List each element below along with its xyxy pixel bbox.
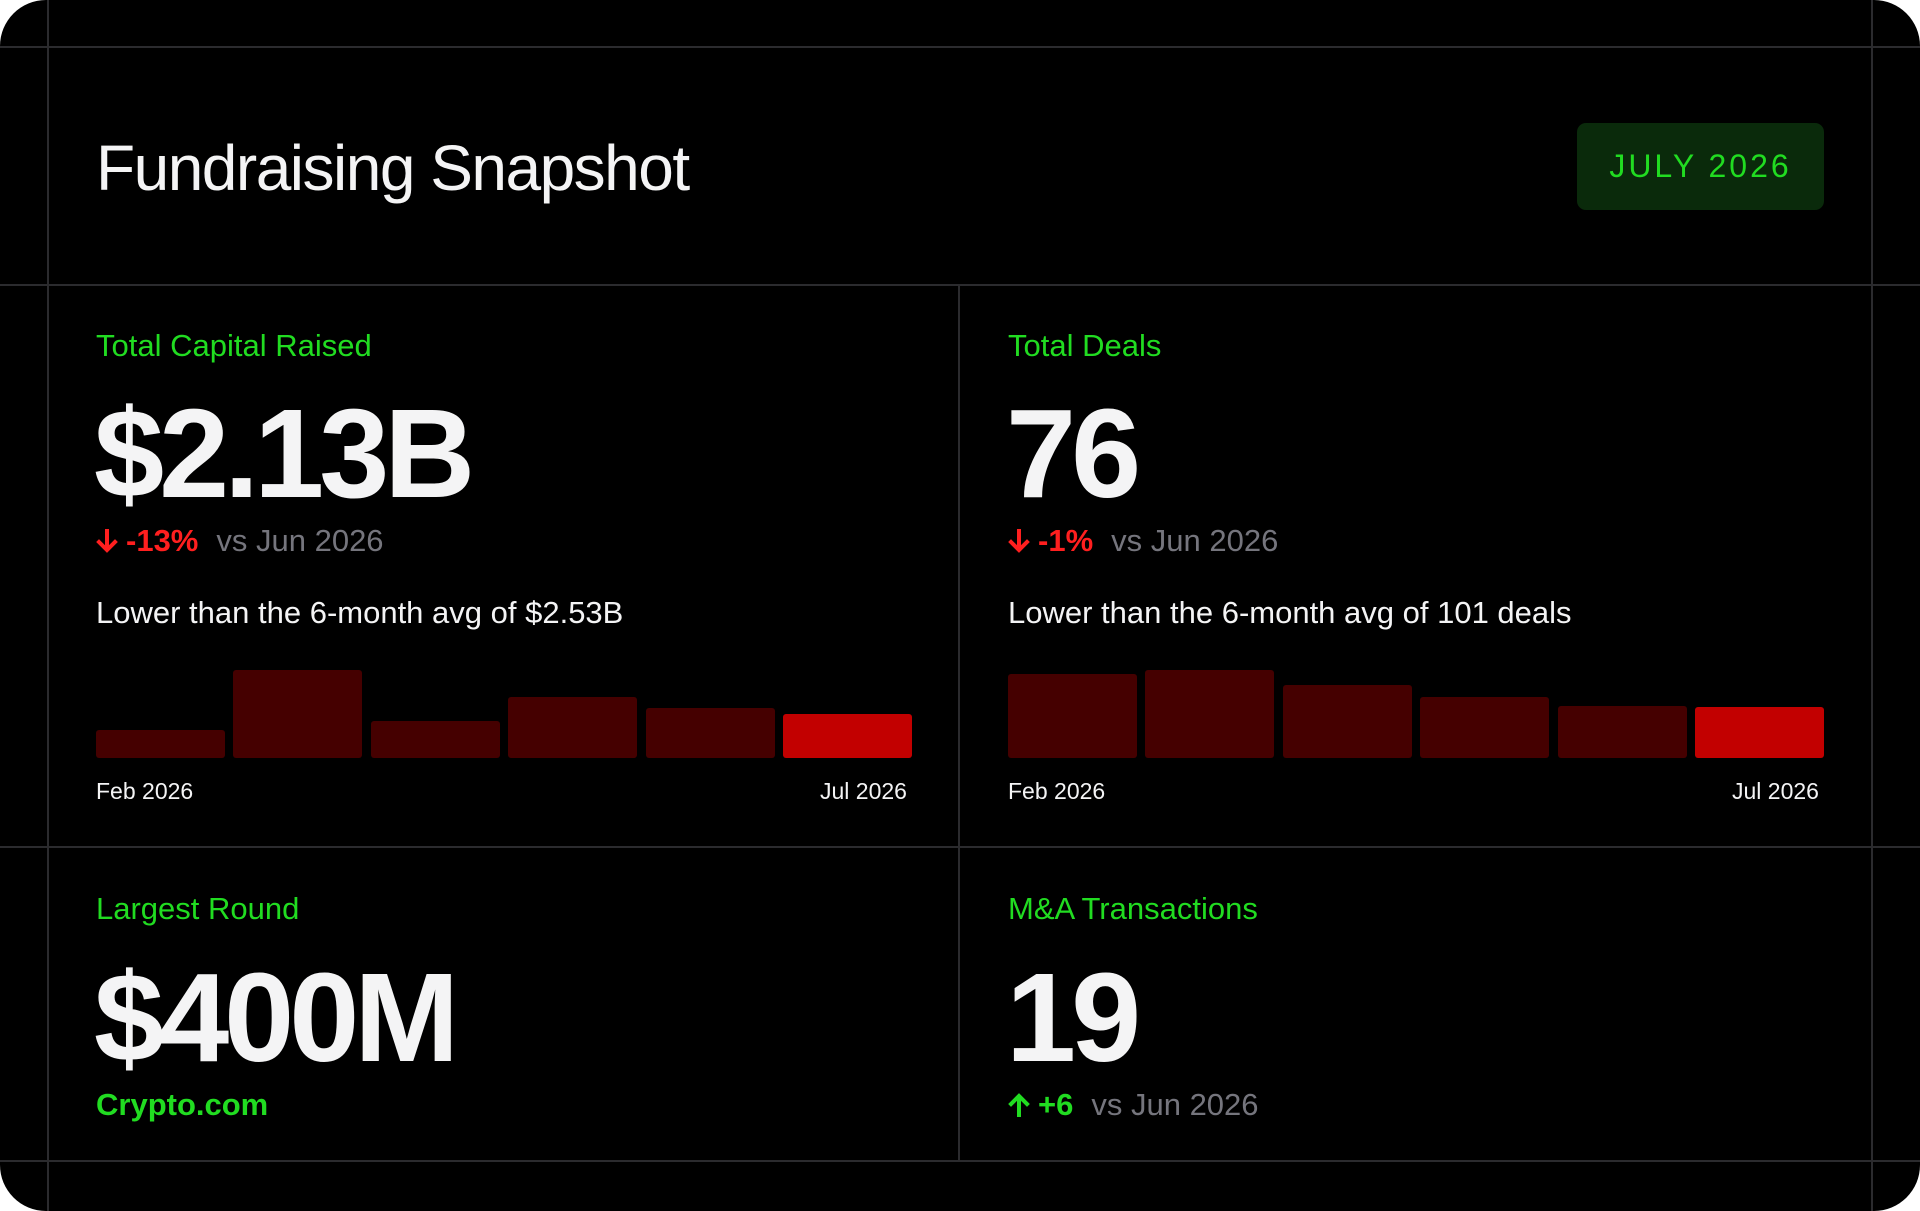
largest-round-company: Crypto.com [96,1087,269,1122]
capital-chart-start-label: Feb 2026 [96,778,194,804]
capital-change: -13% vs Jun 2026 [96,522,384,560]
deals-label: Total Deals [1008,328,1162,363]
deals-chart-start-label: Feb 2026 [1008,778,1106,804]
mna-change: +6 vs Jun 2026 [1008,1086,1259,1124]
capital-description: Lower than the 6-month avg of $2.53B [96,595,624,630]
deals-chart-end-label: Jul 2026 [1732,778,1819,804]
chart-bar-jun-2026 [645,708,775,758]
chart-bar-feb-2026 [1008,674,1137,758]
grid-line [958,284,960,1160]
grid-line [47,0,49,1211]
capital-comparison: vs Jun 2026 [216,523,384,558]
capital-bar-chart [96,658,912,758]
grid-line [0,1160,1920,1162]
deals-change-value: -1% [1038,523,1094,558]
chart-bar-feb-2026 [96,730,225,758]
deals-comparison: vs Jun 2026 [1111,523,1279,558]
arrow-down-icon [1008,528,1030,554]
mna-value: 19 [1006,947,1141,1088]
chart-bar-mar-2026 [1145,670,1275,758]
mna-label: M&A Transactions [1008,891,1258,926]
largest-round-value: $400M [94,947,459,1088]
chart-bar-jul-2026 [1695,707,1824,758]
grid-line [1871,0,1873,1211]
chart-bar-may-2026 [1420,697,1550,758]
chart-bar-may-2026 [508,697,638,758]
deals-description: Lower than the 6-month avg of 101 deals [1008,595,1572,630]
chart-bar-apr-2026 [370,721,500,758]
chart-bar-jun-2026 [1557,706,1687,758]
capital-value: $2.13B [94,383,475,524]
chart-bar-jul-2026 [783,714,912,758]
deals-change: -1% vs Jun 2026 [1008,522,1278,560]
chart-bar-apr-2026 [1282,685,1412,758]
arrow-up-icon [1008,1092,1030,1118]
mna-change-value: +6 [1038,1087,1074,1122]
period-badge: JULY 2026 [1577,123,1824,210]
capital-chart-end-label: Jul 2026 [820,778,907,804]
arrow-down-icon [96,528,118,554]
largest-round-label: Largest Round [96,891,300,926]
deals-bar-chart [1008,658,1824,758]
page-title: Fundraising Snapshot [96,132,690,204]
capital-change-value: -13% [126,523,199,558]
capital-label: Total Capital Raised [96,328,372,363]
grid-line [0,284,1920,286]
grid-line [0,846,1920,848]
chart-bar-mar-2026 [233,670,363,758]
mna-comparison: vs Jun 2026 [1091,1087,1259,1122]
deals-value: 76 [1006,383,1141,524]
grid-line [0,46,1920,48]
